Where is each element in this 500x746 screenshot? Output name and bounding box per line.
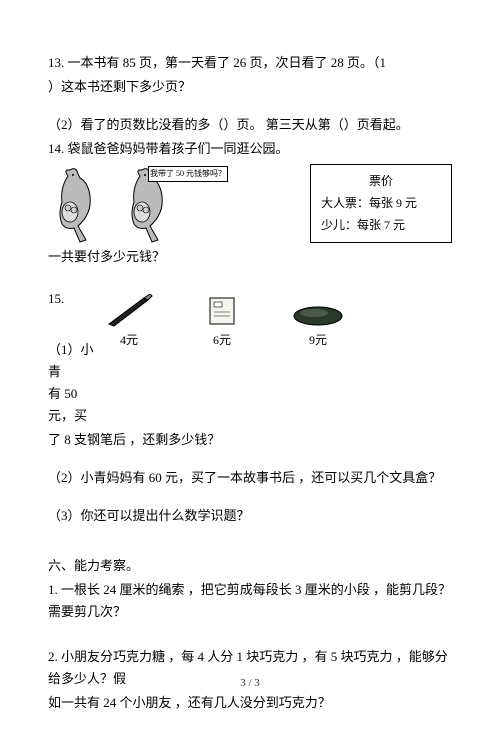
q14-illustration-row: 我带了 50 元钱够吗？ 票价 大人票：每张 9 元 少儿：每张 7 元	[48, 164, 452, 244]
q14-text: 袋鼠爸爸妈妈带着孩子们一同逛公园。	[68, 141, 289, 156]
q13-line1: 13. 一本书有 85 页，第一天看了 26 页，次日看了 28 页。（1	[48, 52, 452, 74]
price-title: 票价	[321, 171, 441, 193]
q13-line2: ）这本书还剩下多少页？	[48, 76, 452, 98]
page-number: 3 / 3	[0, 677, 500, 689]
q15-block: 15. （1）小青 有 50 元，买 4元	[48, 288, 452, 426]
q13-text-a: 一本书有 85 页，第一天看了 26 页，次日看了 28 页。（1	[68, 55, 387, 70]
item-book: 6元	[204, 294, 240, 350]
spacer	[48, 453, 452, 465]
q15-items: 4元 6元 9元	[104, 294, 452, 350]
speech-bubble: 我带了 50 元钱够吗？	[148, 166, 228, 182]
q15-p1c: 了 8 支钢笔后 ，还剩多少钱？	[48, 429, 452, 451]
item-case-price: 9元	[309, 330, 327, 350]
q13-line3: （2）看了的页数比没看的多（）页。 第三天从第（）页看起。	[48, 114, 452, 136]
item-pen-price: 4元	[120, 330, 138, 350]
q15-left: 15. （1）小青 有 50 元，买	[48, 288, 104, 426]
price-box: 票价 大人票：每张 9 元 少儿：每张 7 元	[310, 164, 452, 243]
page-content: 13. 一本书有 85 页，第一天看了 26 页，次日看了 28 页。（1 ）这…	[0, 0, 500, 746]
q14-num: 14.	[48, 141, 64, 156]
q14-line1: 14. 袋鼠爸爸妈妈带着孩子们一同逛公园。	[48, 138, 452, 160]
item-pen: 4元	[104, 294, 154, 350]
spacer	[48, 491, 452, 503]
section6-title: 六、能力考察。	[48, 555, 452, 577]
q15-p1a: （1）小青	[48, 339, 104, 383]
q14-footer: 一共要付多少元钱？	[48, 246, 452, 268]
kangaroo-family-2: 我带了 50 元钱够吗？	[120, 164, 190, 244]
spacer	[48, 626, 452, 644]
item-case: 9元	[290, 302, 346, 350]
section6-q1: 1. 一根长 24 厘米的绳索 ，把它剪成每段长 3 厘米的小段 ，能剪几段？需…	[48, 579, 452, 623]
q15-items-wrap: 4元 6元 9元	[104, 288, 452, 352]
q15-p2: （2）小青妈妈有 60 元，买了一本故事书后 ，还可以买几个文具盒？	[48, 467, 452, 489]
q15-num: 15.	[48, 288, 104, 310]
spacer	[48, 100, 452, 112]
spacer	[48, 529, 452, 553]
q15-p3: （3）你还可以提出什么数学识题？	[48, 505, 452, 527]
price-child: 少儿：每张 7 元	[321, 215, 441, 237]
q15-p1b: 有 50 元，买	[48, 383, 104, 427]
q13-num: 13.	[48, 55, 64, 70]
price-adult: 大人票：每张 9 元	[321, 193, 441, 215]
kangaroo-family-1	[48, 164, 118, 244]
section6-q2b: 如一共有 24 个小朋友 ，还有几人没分到巧克力？	[48, 692, 452, 714]
item-book-price: 6元	[213, 330, 231, 350]
spacer	[48, 270, 452, 286]
